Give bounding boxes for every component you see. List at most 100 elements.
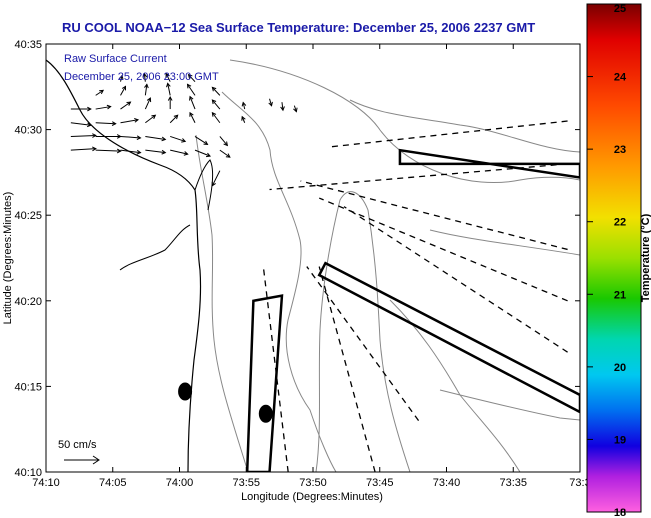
current-vector-36 bbox=[118, 74, 124, 82]
current-vector-35 bbox=[211, 86, 221, 96]
current-vector-34 bbox=[186, 83, 196, 96]
current-vector-9 bbox=[120, 135, 142, 141]
current-vector-21 bbox=[241, 115, 246, 123]
x-tick-label-1: 74:05 bbox=[99, 477, 127, 489]
current-vector-4 bbox=[170, 149, 189, 156]
x-tick-label-5: 73:45 bbox=[366, 477, 394, 489]
current-vector-42 bbox=[293, 105, 298, 113]
current-vector-15 bbox=[95, 121, 117, 126]
x-tick-label-7: 73:35 bbox=[499, 477, 527, 489]
y-tick-label-3: 40:20 bbox=[14, 296, 42, 308]
x-axis-ticks: 74:10 74:05 74:00 73:55 73:50 73:45 73:40 73:35… bbox=[32, 44, 591, 489]
y-tick-label-1: 40:30 bbox=[14, 125, 42, 137]
current-vector-7 bbox=[70, 133, 97, 138]
cross-shelf-line-4 bbox=[318, 197, 568, 302]
current-vector-29 bbox=[241, 101, 247, 110]
transect-box-2 bbox=[317, 261, 580, 414]
colorbar-tick-label-4: 21 bbox=[614, 289, 626, 301]
isobath-contour-mid bbox=[221, 91, 337, 472]
current-vector-39 bbox=[187, 73, 196, 83]
cross-shelf-line-3 bbox=[343, 206, 568, 353]
x-axis-label: Longitude (Degrees:Minutes) bbox=[241, 491, 383, 503]
current-vector-11 bbox=[170, 135, 187, 143]
isobath-contour-shelf bbox=[349, 99, 580, 153]
colorbar bbox=[586, 3, 642, 513]
transect-box-0 bbox=[245, 294, 284, 472]
current-vector-31 bbox=[120, 85, 127, 96]
current-vector-10 bbox=[145, 135, 167, 142]
current-vector-23 bbox=[95, 104, 112, 110]
colorbar-tick-label-7: 18 bbox=[614, 507, 626, 518]
current-vector-38 bbox=[165, 72, 171, 82]
y-axis-label: Latitude (Degrees:Minutes) bbox=[2, 192, 14, 325]
isobath-contour-outer bbox=[229, 59, 580, 184]
isobath-contour-east bbox=[429, 229, 580, 256]
current-vector-3 bbox=[145, 149, 167, 155]
current-vector-5 bbox=[194, 149, 211, 158]
isobath-contour-inner bbox=[195, 134, 249, 472]
y-tick-label-2: 40:25 bbox=[14, 210, 42, 222]
isobath-contour-deep bbox=[439, 389, 580, 421]
x-tick-label-8: 73:3 bbox=[569, 477, 590, 489]
coastline-sandyhook bbox=[194, 159, 214, 211]
x-tick-label-4: 73:50 bbox=[299, 477, 327, 489]
colorbar-tick-label-2: 23 bbox=[614, 144, 626, 156]
current-vector-14 bbox=[70, 122, 92, 128]
buoy-marker-1 bbox=[258, 404, 273, 423]
y-tick-label-5: 40:10 bbox=[14, 467, 42, 479]
current-vector-6 bbox=[219, 149, 231, 158]
chart-title: RU COOL NOAA−12 Sea Surface Temperature:… bbox=[62, 20, 535, 35]
current-vector-24 bbox=[120, 101, 132, 110]
scale-label: 50 cm/s bbox=[58, 439, 97, 451]
cross-shelf-line-1 bbox=[318, 266, 376, 472]
colorbar-tick-label-6: 19 bbox=[614, 434, 626, 446]
transect-box-1 bbox=[398, 148, 580, 179]
coastline-bay bbox=[119, 224, 191, 271]
x-tick-label-6: 73:40 bbox=[433, 477, 461, 489]
current-vector-12 bbox=[194, 136, 209, 146]
colorbar-tick-label-1: 24 bbox=[614, 72, 627, 84]
current-vector-43 bbox=[211, 170, 221, 187]
scale-arrow-head bbox=[92, 455, 100, 465]
current-vector-17 bbox=[145, 114, 157, 124]
plot-background bbox=[46, 44, 580, 472]
cross-shelf-line-2 bbox=[306, 266, 420, 422]
coastline bbox=[46, 59, 202, 472]
overlay-label-1: Raw Surface Current bbox=[64, 53, 167, 65]
current-vector-26 bbox=[167, 96, 173, 110]
current-vector-2 bbox=[120, 149, 142, 155]
current-vector-20 bbox=[211, 111, 221, 124]
current-vector-32 bbox=[144, 83, 149, 96]
x-tick-label-2: 74:00 bbox=[166, 477, 194, 489]
colorbar-tick-label-0: 25 bbox=[614, 3, 626, 15]
current-vector-41 bbox=[280, 102, 285, 112]
cross-shelf-line-5 bbox=[300, 180, 568, 251]
y-axis-ticks: 40:35 40:30 40:25 40:20 40:15 40:10 bbox=[14, 39, 580, 479]
current-vector-33 bbox=[166, 82, 171, 96]
current-vector-30 bbox=[95, 89, 105, 96]
current-vector-27 bbox=[189, 95, 196, 110]
current-vector-16 bbox=[120, 117, 140, 124]
chart-marks bbox=[70, 72, 580, 472]
y-tick-label-4: 40:15 bbox=[14, 381, 42, 393]
colorbar-ticks: 25 24 23 22 21 20 19 18 bbox=[587, 3, 627, 518]
current-vector-28 bbox=[211, 99, 221, 110]
plot-area bbox=[46, 44, 580, 472]
current-vector-13 bbox=[219, 136, 229, 147]
colorbar-tick-label-5: 20 bbox=[614, 362, 626, 374]
isobath-contour-hudson bbox=[315, 191, 411, 472]
current-vector-25 bbox=[144, 97, 152, 110]
colorbar-label: Temperature (°C) bbox=[640, 213, 651, 302]
overlay-label-2: December 25, 2006 23:00 GMT bbox=[64, 71, 219, 83]
current-vector-1 bbox=[95, 148, 122, 154]
current-vector-19 bbox=[189, 111, 196, 123]
y-tick-label-0: 40:35 bbox=[14, 39, 42, 51]
current-vector-0 bbox=[70, 146, 97, 152]
current-vector-40 bbox=[268, 98, 273, 107]
current-vector-22 bbox=[70, 106, 92, 112]
colorbar-tick-label-3: 22 bbox=[614, 217, 626, 229]
buoy-marker-0 bbox=[178, 382, 193, 401]
current-vector-37 bbox=[142, 72, 148, 82]
current-vector-18 bbox=[169, 114, 179, 124]
